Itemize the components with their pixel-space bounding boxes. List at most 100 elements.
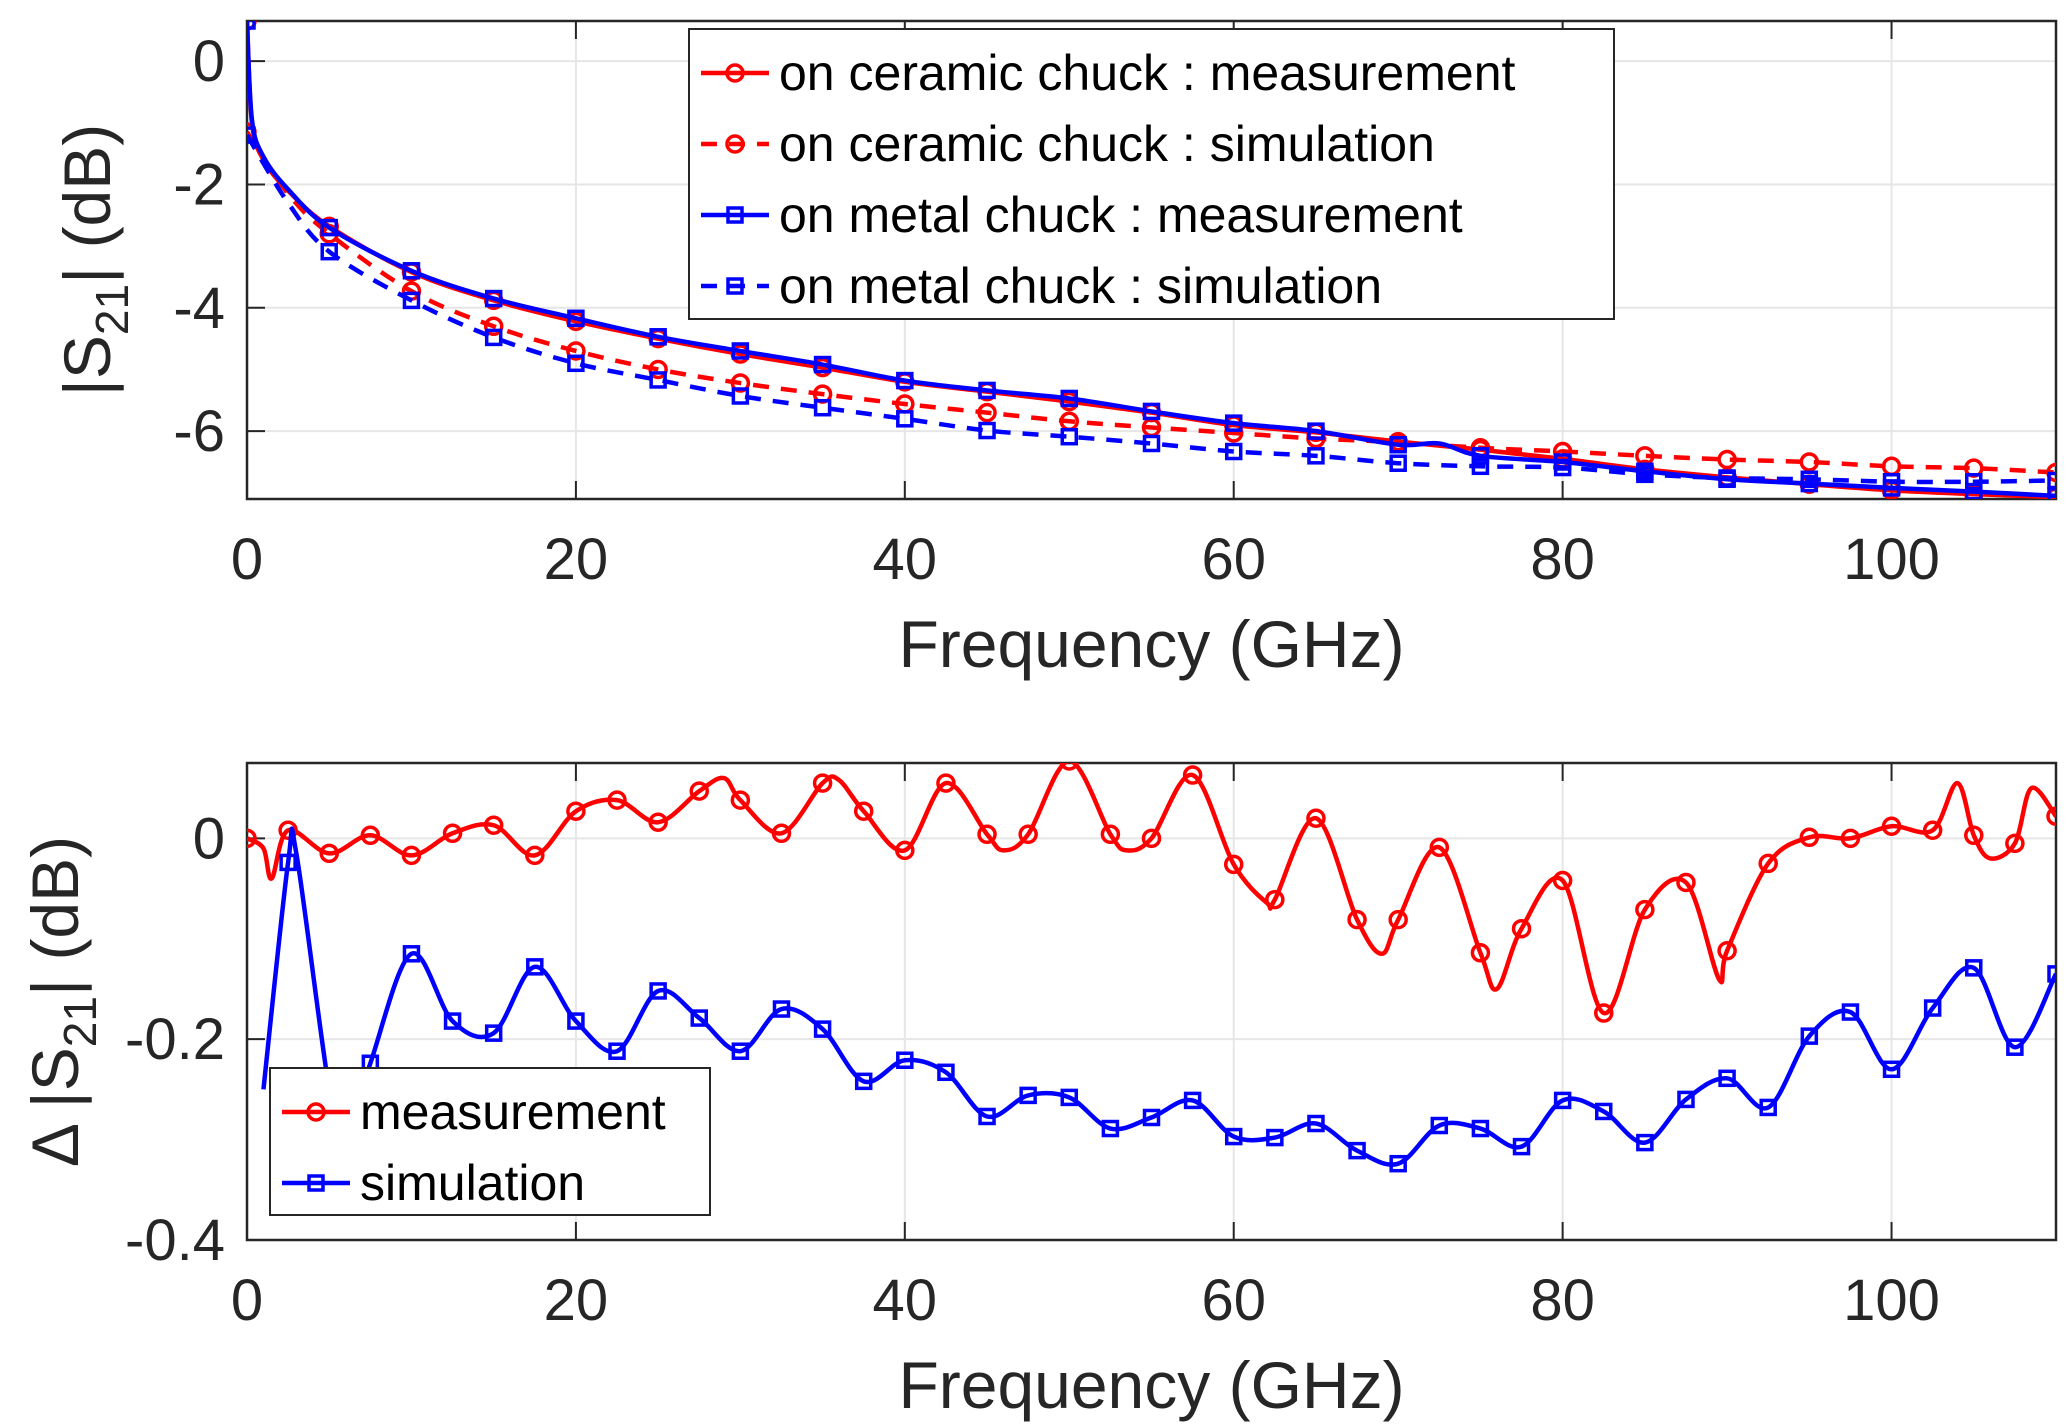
y-axis-label: |S21| (dB) <box>50 124 138 397</box>
x-tick-label: 60 <box>1201 1268 1266 1333</box>
data-point-1 <box>730 790 751 810</box>
data-point-1 <box>360 825 381 846</box>
data-point-4 <box>484 328 503 347</box>
data-point-2 <box>566 341 586 361</box>
x-tick-label: 80 <box>1530 1268 1595 1333</box>
data-point-1 <box>977 824 997 845</box>
y-label-subscript: 21 <box>54 996 106 1047</box>
data-point-1 <box>1881 816 1902 837</box>
x-tick-label: 0 <box>231 527 263 592</box>
data-point-1 <box>2046 806 2056 826</box>
y-axis-label: Δ |S21| (dB) <box>18 836 106 1167</box>
data-point-3 <box>2047 487 2056 499</box>
x-axis-label: Frequency (GHz) <box>898 607 1404 681</box>
data-point-2 <box>1718 1069 1736 1088</box>
y-label-suffix: | (dB) <box>50 124 124 284</box>
data-point-1 <box>566 801 586 821</box>
data-point-1 <box>1635 899 1655 920</box>
data-point-3 <box>1389 435 1407 454</box>
data-point-3 <box>1471 447 1490 465</box>
data-point-2 <box>896 1051 914 1069</box>
series-line-2 <box>247 130 2056 475</box>
data-point-1 <box>483 815 504 836</box>
legend-entry: simulation <box>360 1155 585 1211</box>
data-point-1 <box>771 823 792 844</box>
data-point-1 <box>1964 825 1984 846</box>
data-point-1 <box>1594 1003 1614 1023</box>
data-point-3 <box>813 355 832 374</box>
data-point-2 <box>443 1012 462 1030</box>
data-point-2 <box>402 945 421 963</box>
data-point-1 <box>525 845 545 866</box>
data-point-3 <box>320 218 338 237</box>
data-point-4 <box>1882 472 1901 491</box>
data-point-4 <box>1389 454 1407 472</box>
series-line-3 <box>247 21 2056 499</box>
data-point-3 <box>978 381 996 400</box>
data-point-2 <box>1471 1119 1490 1138</box>
data-point-4 <box>2047 471 2056 490</box>
data-point-2 <box>977 402 997 423</box>
data-point-1 <box>442 823 463 844</box>
data-point-1 <box>278 820 298 841</box>
data-point-2 <box>731 1042 750 1060</box>
data-point-1 <box>1306 808 1326 828</box>
data-point-4 <box>402 291 421 310</box>
data-point-2 <box>1595 1102 1613 1121</box>
data-point-1 <box>1182 765 1203 785</box>
data-point-2 <box>1882 1060 1901 1079</box>
data-point-2 <box>526 958 544 976</box>
series-line-4 <box>247 133 2056 485</box>
data-point-4 <box>731 387 750 405</box>
data-point-2 <box>1266 1128 1284 1147</box>
data-point-2 <box>1389 1154 1407 1173</box>
data-point-4 <box>247 126 256 144</box>
legend-entry: on metal chuck : measurement <box>779 187 1463 243</box>
data-point-1 <box>2005 833 2025 854</box>
data-point-3 <box>1142 402 1161 421</box>
series-line-1 <box>247 763 2056 1016</box>
data-point-2 <box>483 316 504 337</box>
data-point-1 <box>1388 909 1408 930</box>
data-point-1 <box>319 843 339 864</box>
legend: on ceramic chuck : measurement on ceramic… <box>688 28 1615 320</box>
data-point-4 <box>1224 442 1243 461</box>
data-point-1 <box>401 845 422 866</box>
y-tick-label: -6 <box>173 399 225 464</box>
data-point-2 <box>1965 959 1983 977</box>
data-point-2 <box>730 373 751 393</box>
legend: measurement simulation <box>269 1067 711 1216</box>
legend-entry: on metal chuck : simulation <box>779 258 1382 314</box>
data-point-2 <box>1800 1027 1819 1045</box>
data-point-2 <box>567 1012 585 1030</box>
x-tick-label: 60 <box>1201 527 1266 592</box>
data-point-3 <box>731 342 750 360</box>
data-point-1 <box>1511 918 1532 939</box>
data-point-1 <box>853 801 874 821</box>
data-point-2 <box>1019 1086 1037 1105</box>
y-tick-label: -0.4 <box>125 1208 225 1273</box>
legend-entry: on ceramic chuck : measurement <box>779 45 1516 101</box>
legend-marker <box>307 1174 325 1192</box>
data-point-1 <box>1059 763 1079 771</box>
data-point-2 <box>978 1107 996 1126</box>
data-point-1 <box>1470 943 1491 963</box>
data-point-4 <box>320 242 338 261</box>
x-tick-label: 40 <box>873 1268 938 1333</box>
x-tick-label: 40 <box>873 527 938 592</box>
data-point-1 <box>607 790 627 810</box>
data-point-1 <box>812 773 833 793</box>
data-point-4 <box>1142 434 1161 453</box>
legend-entry: measurement <box>360 1084 666 1140</box>
data-point-2 <box>1307 1114 1325 1133</box>
data-point-2 <box>608 1042 626 1060</box>
data-point-3 <box>1307 422 1325 440</box>
data-point-2 <box>937 1063 955 1082</box>
data-point-2 <box>854 1072 873 1091</box>
x-tick-label: 100 <box>1843 1268 1940 1333</box>
axes-box <box>245 19 2058 501</box>
y-label-prefix: Δ |S <box>18 1047 92 1167</box>
legend-box <box>269 1067 711 1216</box>
legend-marker <box>726 206 744 224</box>
